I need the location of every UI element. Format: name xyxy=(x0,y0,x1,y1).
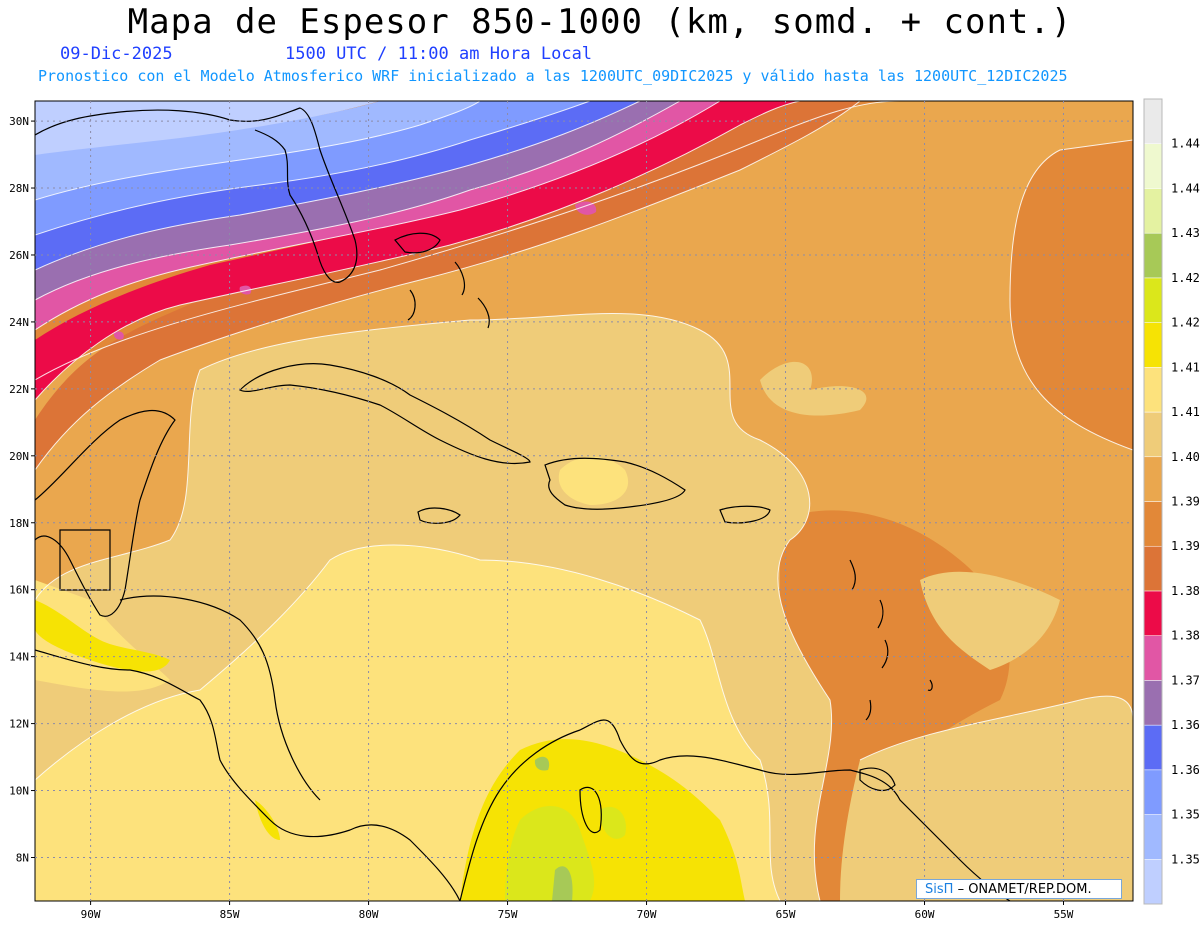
colorbar-label: 1.416 xyxy=(1171,360,1200,374)
patch-1380-a xyxy=(575,201,597,215)
lat-tick-label: 28N xyxy=(9,182,29,195)
colorbar-swatch xyxy=(1143,188,1163,234)
colorbar-label: 1.404 xyxy=(1171,450,1200,464)
colorbar-swatch xyxy=(1143,680,1163,726)
run-date: 09-Dic-2025 xyxy=(60,44,173,64)
lat-tick-label: 22N xyxy=(9,383,29,396)
credit-box: SisΠ – ONAMET/REP.DOM. xyxy=(916,879,1122,899)
graticule xyxy=(31,101,1133,905)
lat-tick-label: 24N xyxy=(9,316,29,329)
colorbar-swatch xyxy=(1143,859,1163,905)
contour-lines xyxy=(35,101,1133,901)
field-1422-b xyxy=(600,806,626,839)
colorbar-label: 1.35 xyxy=(1171,852,1200,866)
colorbar-swatch xyxy=(1143,814,1163,860)
field-1428-b xyxy=(534,756,550,771)
forecast-description: Pronostico con el Modelo Atmosferico WRF… xyxy=(38,67,1068,85)
map-title: Mapa de Espesor 850-1000 (km, somd. + co… xyxy=(127,2,1073,42)
lat-tick-label: 16N xyxy=(9,584,29,597)
colorbar-label: 1.422 xyxy=(1171,316,1200,330)
lat-tick-label: 30N xyxy=(9,115,29,128)
lon-tick-label: 85W xyxy=(220,908,240,921)
colorbar-label: 1.44 xyxy=(1171,181,1200,195)
lat-tick-label: 20N xyxy=(9,450,29,463)
band-1386 xyxy=(35,101,800,400)
colorbar-swatch xyxy=(1143,98,1163,144)
colorbar: 1.35 1.356 1.362 1.368 1.374 1.38 1.386 1.392 1.… xyxy=(1143,98,1200,905)
colorbar-swatch xyxy=(1143,724,1163,771)
thickness-field xyxy=(35,101,1133,901)
colorbar-label: 1.38 xyxy=(1171,629,1200,643)
lat-tick-label: 18N xyxy=(9,517,29,530)
band-1392 xyxy=(35,101,860,470)
field-1404-ne xyxy=(760,361,867,416)
band-1350 xyxy=(35,101,380,155)
colorbar-swatch xyxy=(1143,322,1163,368)
colorbar-label: 1.434 xyxy=(1171,226,1200,240)
colorbar-swatch xyxy=(1143,545,1163,592)
lon-tick-label: 55W xyxy=(1054,908,1074,921)
colorbar-label: 1.362 xyxy=(1171,763,1200,777)
field-1404-se xyxy=(840,696,1133,901)
lat-tick-label: 8N xyxy=(16,851,29,864)
colorbar-swatch xyxy=(1143,143,1163,189)
colorbar-label: 1.356 xyxy=(1171,808,1200,822)
colorbar-swatch xyxy=(1143,367,1163,413)
coastlines xyxy=(35,107,1011,901)
credit-org: – ONAMET/REP.DOM. xyxy=(957,882,1092,897)
valid-time: 1500 UTC / 11:00 am Hora Local xyxy=(285,44,593,64)
lon-tick-label: 90W xyxy=(81,908,101,921)
field-1422 xyxy=(505,806,595,901)
colorbar-swatch xyxy=(1143,635,1163,681)
colorbar-swatch xyxy=(1143,590,1163,636)
colorbar-label: 1.428 xyxy=(1171,271,1200,285)
colorbar-swatch xyxy=(1143,232,1163,279)
latitude-labels: 30N 28N 26N 24N 22N 20N 18N 16N 14N 12N 10N 8N xyxy=(9,115,29,864)
colorbar-frame xyxy=(1143,98,1163,905)
lon-tick-label: 80W xyxy=(359,908,379,921)
patch-1380-b xyxy=(239,285,252,295)
colorbar-label: 1.374 xyxy=(1171,673,1200,687)
colorbar-swatch xyxy=(1143,501,1163,547)
patch-1380-c xyxy=(113,331,124,340)
field-1416-west xyxy=(35,600,170,672)
lat-tick-label: 12N xyxy=(9,718,29,731)
colorbar-swatch xyxy=(1143,277,1163,323)
band-1362 xyxy=(35,101,590,235)
lon-tick-label: 60W xyxy=(915,908,935,921)
map-frame xyxy=(34,100,1134,902)
band-1368 xyxy=(35,101,640,270)
credit-logo-text: SisΠ xyxy=(925,882,954,897)
field-1416-cr xyxy=(255,800,280,840)
lon-tick-label: 75W xyxy=(498,908,518,921)
lon-tick-label: 70W xyxy=(637,908,657,921)
lat-tick-label: 10N xyxy=(9,785,29,798)
field-1428 xyxy=(552,866,573,901)
colorbar-swatch xyxy=(1143,411,1163,458)
colorbar-label: 1.398 xyxy=(1171,495,1200,509)
colorbar-label: 1.446 xyxy=(1171,137,1200,151)
field-1404-e xyxy=(920,571,1060,670)
colorbar-swatch xyxy=(1143,456,1163,502)
field-1410-hisp xyxy=(558,456,629,505)
lon-tick-label: 65W xyxy=(776,908,796,921)
colorbar-label: 1.386 xyxy=(1171,584,1200,598)
longitude-labels: 90W 85W 80W 75W 70W 65W 60W 55W xyxy=(81,908,1074,921)
colorbar-label: 1.41 xyxy=(1171,405,1200,419)
colorbar-swatch xyxy=(1143,769,1163,815)
lat-tick-label: 26N xyxy=(9,249,29,262)
colorbar-label: 1.368 xyxy=(1171,718,1200,732)
lat-tick-label: 14N xyxy=(9,651,29,664)
colorbar-label: 1.392 xyxy=(1171,539,1200,553)
